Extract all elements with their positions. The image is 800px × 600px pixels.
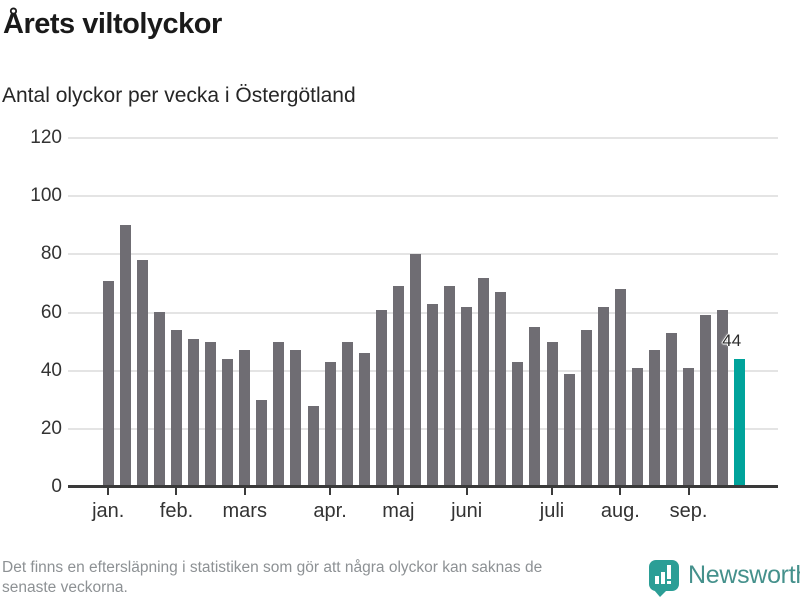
bar-week-32 xyxy=(631,368,643,487)
newsworthy-wordmark: Newsworthy xyxy=(688,561,800,589)
page-title: Årets viltolyckor xyxy=(3,8,222,40)
footer-note: Det finns en eftersläpning i statistiken… xyxy=(2,558,542,598)
x-axis-tick-aug. xyxy=(619,487,622,495)
bar-week-4 xyxy=(153,312,165,487)
bar-week-2 xyxy=(119,225,131,487)
bar-week-17 xyxy=(375,310,387,487)
bar-week-37 xyxy=(717,310,729,487)
bar-week-19 xyxy=(409,254,421,487)
y-axis-label-40: 40 xyxy=(40,359,62,381)
bar-week-15 xyxy=(341,342,353,487)
highlight-value-label: 44 xyxy=(722,331,742,351)
bar-week-14 xyxy=(324,362,336,487)
gridline-y-40 xyxy=(68,369,778,372)
speech-bubble-tail xyxy=(654,590,667,597)
x-axis-label-apr: apr. xyxy=(313,500,347,522)
bar-week-21 xyxy=(444,286,456,487)
x-axis-tick-juni xyxy=(465,487,468,495)
bar-week-31 xyxy=(614,289,626,487)
bar-week-1 xyxy=(102,281,114,487)
gridline-y-100 xyxy=(68,195,778,198)
x-axis-label-aug: aug. xyxy=(600,500,640,522)
x-axis-tick-apr. xyxy=(329,487,332,495)
x-axis-tick-juli xyxy=(551,487,554,495)
bar-week-16 xyxy=(358,353,370,487)
highlight-bar-week-38 xyxy=(734,359,746,487)
x-axis-tick-sep. xyxy=(687,487,690,495)
newsworthy-logo: Newsworthy xyxy=(649,560,800,597)
newsworthy-speech-bubble-icon xyxy=(649,560,679,597)
bar-week-23 xyxy=(478,278,490,487)
bar-week-27 xyxy=(546,342,558,487)
bar-week-8 xyxy=(222,359,234,487)
x-axis-label-feb: feb. xyxy=(159,500,194,522)
bar-week-26 xyxy=(529,327,541,487)
bar-week-35 xyxy=(683,368,695,487)
gridline-y-80 xyxy=(68,253,778,256)
y-axis-label-100: 100 xyxy=(30,185,62,207)
gridline-y-120 xyxy=(68,137,778,139)
bar-week-33 xyxy=(648,350,660,487)
bar-week-18 xyxy=(392,286,404,487)
x-axis-tick-jan. xyxy=(107,487,110,495)
x-axis-tick-feb. xyxy=(175,487,178,495)
footer-note-line1: Det finns en eftersläpning i statistiken… xyxy=(2,559,543,576)
x-axis-label-mars: mars xyxy=(222,500,267,522)
bar-week-25 xyxy=(512,362,524,487)
y-axis-label-80: 80 xyxy=(40,243,62,265)
y-axis-label-120: 120 xyxy=(30,127,62,148)
bar-week-28 xyxy=(563,374,575,487)
bar-week-30 xyxy=(597,307,609,487)
footer-note-line2: senaste veckorna. xyxy=(2,579,128,596)
bar-week-22 xyxy=(461,307,473,487)
bar-chart-plot-area: 0 20 40 60 80 100 120 jan. feb. mars apr. maj juni ju… xyxy=(30,127,778,522)
bar-week-34 xyxy=(666,333,677,487)
bar-week-9 xyxy=(239,350,251,487)
x-axis-label-maj: maj xyxy=(382,500,415,522)
bar-week-24 xyxy=(495,292,507,487)
bar-week-7 xyxy=(205,342,217,487)
x-axis-label-juni: juni xyxy=(451,500,483,522)
y-axis-label-60: 60 xyxy=(40,301,62,323)
y-axis-label-20: 20 xyxy=(40,417,62,439)
gridline-y-60 xyxy=(68,311,778,314)
bar-week-11 xyxy=(273,342,285,487)
bar-week-29 xyxy=(580,330,592,487)
bar-chart-exclamation-glyph xyxy=(655,565,671,584)
bar-week-36 xyxy=(700,315,712,487)
page-subtitle: Antal olyckor per vecka i Östergötland xyxy=(2,84,356,107)
bar-week-6 xyxy=(188,339,200,487)
bar-week-3 xyxy=(136,260,148,487)
x-axis-label-jan: jan. xyxy=(92,500,125,522)
bar-week-20 xyxy=(427,304,439,487)
bar-week-12 xyxy=(290,350,302,487)
x-axis-tick-mars xyxy=(243,487,246,495)
gridline-y-20 xyxy=(68,427,778,430)
x-axis-line xyxy=(68,485,778,488)
x-axis-label-juli: juli xyxy=(539,500,565,522)
x-axis-label-sep: sep. xyxy=(669,500,708,522)
bar-week-5 xyxy=(170,330,182,487)
x-axis-tick-maj xyxy=(397,487,400,495)
bar-week-13 xyxy=(307,406,319,487)
y-axis-label-0: 0 xyxy=(51,476,62,497)
bar-week-10 xyxy=(256,400,268,487)
